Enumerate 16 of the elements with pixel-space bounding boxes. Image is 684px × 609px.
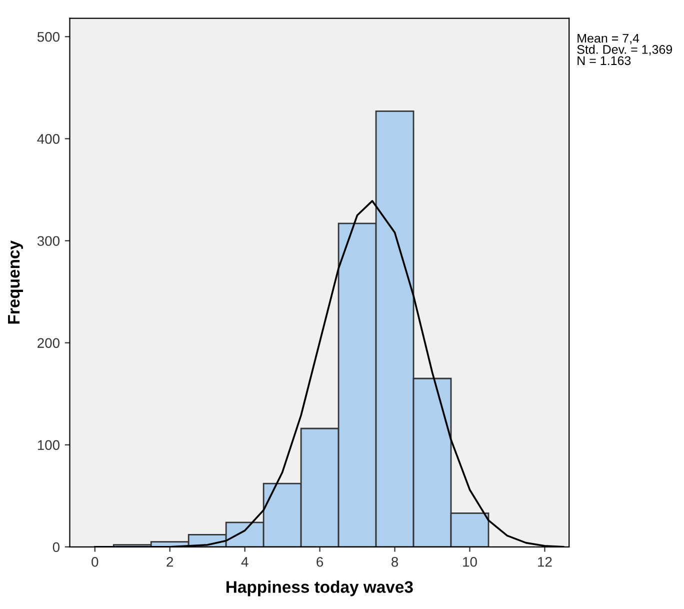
text: Mean = 7,4 Std. Dev. = 1,369 N = 1.163 xyxy=(577,34,672,66)
y-tick-label: 400 xyxy=(37,134,60,144)
x-tick-label: 0 xyxy=(92,556,98,567)
x-tick-label: 8 xyxy=(392,556,398,567)
x-tick-label: 2 xyxy=(166,556,174,567)
y-tick-label: 0 xyxy=(52,542,60,552)
x-tick-label: 12 xyxy=(538,556,552,567)
x-axis-title: Happiness today wave3 xyxy=(226,580,413,596)
y-tick-label: 200 xyxy=(38,338,60,348)
x-tick-label: 4 xyxy=(241,557,248,567)
y-axis-title: Frequency xyxy=(8,240,23,324)
x-tick-label: 10 xyxy=(463,556,477,567)
y-tick-label: 300 xyxy=(37,236,60,246)
x-tick-label: 6 xyxy=(316,556,324,567)
y-tick-label: 500 xyxy=(37,32,60,42)
y-tick-label: 100 xyxy=(38,440,60,450)
